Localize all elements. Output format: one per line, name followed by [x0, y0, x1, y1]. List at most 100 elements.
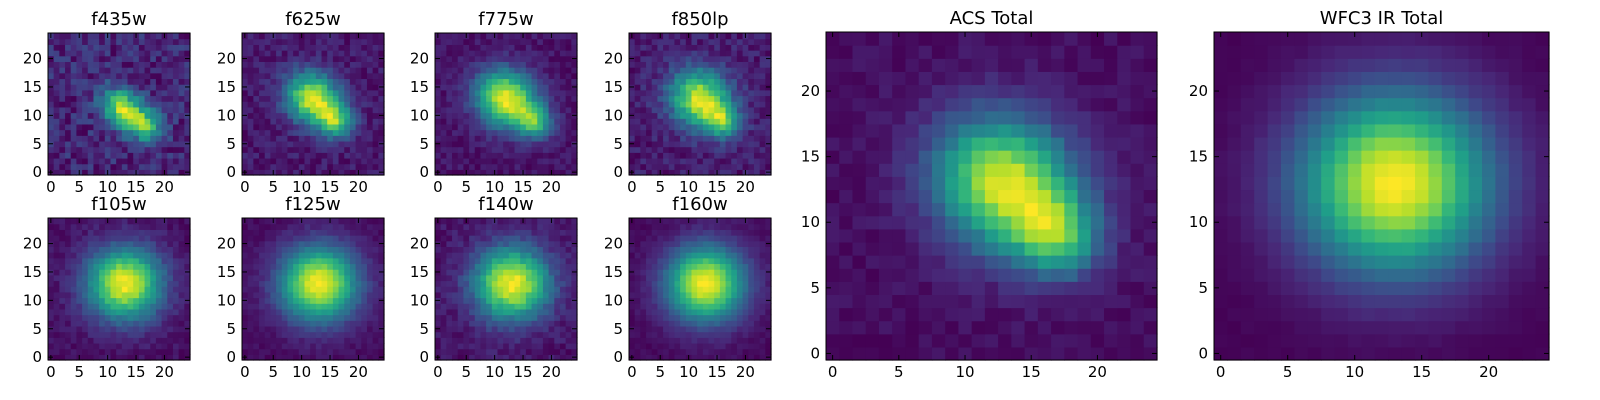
f105w-pixel — [65, 354, 72, 361]
f850lp-pixel — [668, 78, 676, 85]
f625w-pixel — [327, 118, 334, 125]
f775w-pixel — [463, 95, 470, 102]
f850lp-pixel — [714, 123, 721, 131]
f850lp-pixel — [657, 78, 664, 85]
f435w-pixel — [155, 38, 163, 45]
f125w-pixel — [276, 291, 283, 299]
f105w-xtick-label: 5 — [74, 363, 84, 381]
f850lp-pixel — [731, 67, 738, 74]
f125w-pixel — [281, 240, 289, 247]
f160w-pixel — [680, 331, 687, 338]
f160w-pixel — [657, 280, 664, 287]
f775w-pixel — [531, 112, 538, 119]
f105w-pixel — [161, 291, 168, 299]
f160w-pixel — [753, 314, 761, 321]
f105w-pixel — [82, 291, 89, 299]
f140w-pixel — [525, 308, 533, 316]
f140w-pixel — [565, 303, 572, 310]
f435w-pixel — [172, 163, 180, 170]
f775w-pixel — [497, 84, 504, 91]
f775w-pixel — [440, 44, 447, 51]
f775w-pixel — [537, 33, 544, 40]
f435w-pixel — [127, 101, 134, 108]
f140w-pixel — [440, 354, 447, 361]
f105w-pixel — [65, 257, 72, 265]
f125w-pixel — [287, 308, 294, 316]
f125w-pixel — [332, 218, 340, 225]
f775w-pixel — [542, 78, 550, 85]
f140w-pixel — [469, 297, 476, 304]
f125w-pixel — [310, 286, 317, 293]
f625w-pixel — [366, 50, 374, 57]
f435w-pixel — [138, 140, 146, 148]
f125w-pixel — [264, 308, 271, 316]
f160w-pixel — [691, 337, 698, 344]
f775w-pixel — [508, 61, 516, 68]
f435w-pixel — [116, 61, 123, 68]
f625w-pixel — [338, 112, 345, 119]
f625w-pixel — [349, 152, 357, 159]
f625w-pixel — [349, 61, 357, 68]
f160w-pixel — [657, 331, 664, 338]
f435w-pixel — [53, 123, 60, 131]
f775w-pixel — [554, 78, 561, 85]
f435w-pixel — [93, 101, 100, 108]
f140w-pixel — [440, 263, 447, 270]
f125w-pixel — [304, 223, 311, 230]
f140w-pixel — [463, 337, 470, 344]
f105w-pixel — [133, 274, 140, 282]
f435w-pixel — [155, 135, 163, 142]
f850lp-pixel — [731, 140, 738, 148]
f435w-pixel — [121, 129, 129, 136]
f125w-pixel — [264, 218, 271, 225]
f435w-ytick-label: 0 — [32, 163, 42, 181]
f850lp-pixel — [674, 44, 681, 51]
f775w-pixel — [474, 101, 482, 108]
f105w-xtick-label: 10 — [98, 363, 117, 381]
f435w-pixel — [167, 78, 174, 85]
f160w-pixel — [702, 337, 710, 344]
f435w-pixel — [150, 152, 157, 159]
f850lp-pixel — [657, 44, 664, 51]
f140w-pixel — [497, 286, 504, 293]
f850lp-pixel — [640, 55, 647, 62]
f850lp-pixel — [697, 123, 704, 131]
f435w-ytick-label: 20 — [23, 50, 42, 68]
f160w-pixel — [685, 297, 693, 304]
f775w-pixel — [446, 146, 453, 153]
f125w-pixel — [344, 354, 351, 361]
f850lp-pixel — [691, 78, 698, 85]
f850lp-pixel — [736, 55, 744, 62]
f125w-pixel — [259, 342, 266, 350]
f850lp-pixel — [651, 95, 658, 102]
f625w-pixel — [355, 44, 362, 51]
f850lp-pixel — [725, 106, 732, 114]
f625w-pixel — [293, 78, 300, 85]
f435w-pixel — [65, 169, 72, 176]
f125w-pixel — [372, 320, 379, 327]
f125w-pixel — [247, 303, 254, 310]
f850lp-pixel — [663, 55, 670, 62]
f850lp-pixel — [629, 146, 636, 153]
f625w-pixel — [361, 50, 368, 57]
f625w-pixel — [242, 135, 249, 142]
f140w-pixel — [440, 348, 447, 355]
f850lp-pixel — [708, 123, 715, 131]
f435w-pixel — [110, 50, 117, 57]
f625w-pixel — [315, 55, 323, 62]
f160w-pixel — [629, 308, 636, 316]
f850lp-pixel — [742, 101, 749, 108]
f125w-pixel — [270, 314, 277, 321]
f775w-pixel — [503, 118, 510, 125]
f140w-pixel — [554, 218, 561, 225]
f105w-pixel — [48, 223, 55, 230]
f625w-pixel — [378, 118, 385, 125]
f435w-pixel — [161, 112, 168, 119]
f105w-pixel — [65, 263, 72, 270]
f775w-pixel — [474, 89, 482, 97]
f160w-pixel — [640, 331, 647, 338]
f160w-pixel — [680, 308, 687, 316]
f125w-pixel — [281, 223, 289, 230]
f125w-pixel — [372, 229, 379, 236]
f140w-pixel — [480, 280, 487, 287]
